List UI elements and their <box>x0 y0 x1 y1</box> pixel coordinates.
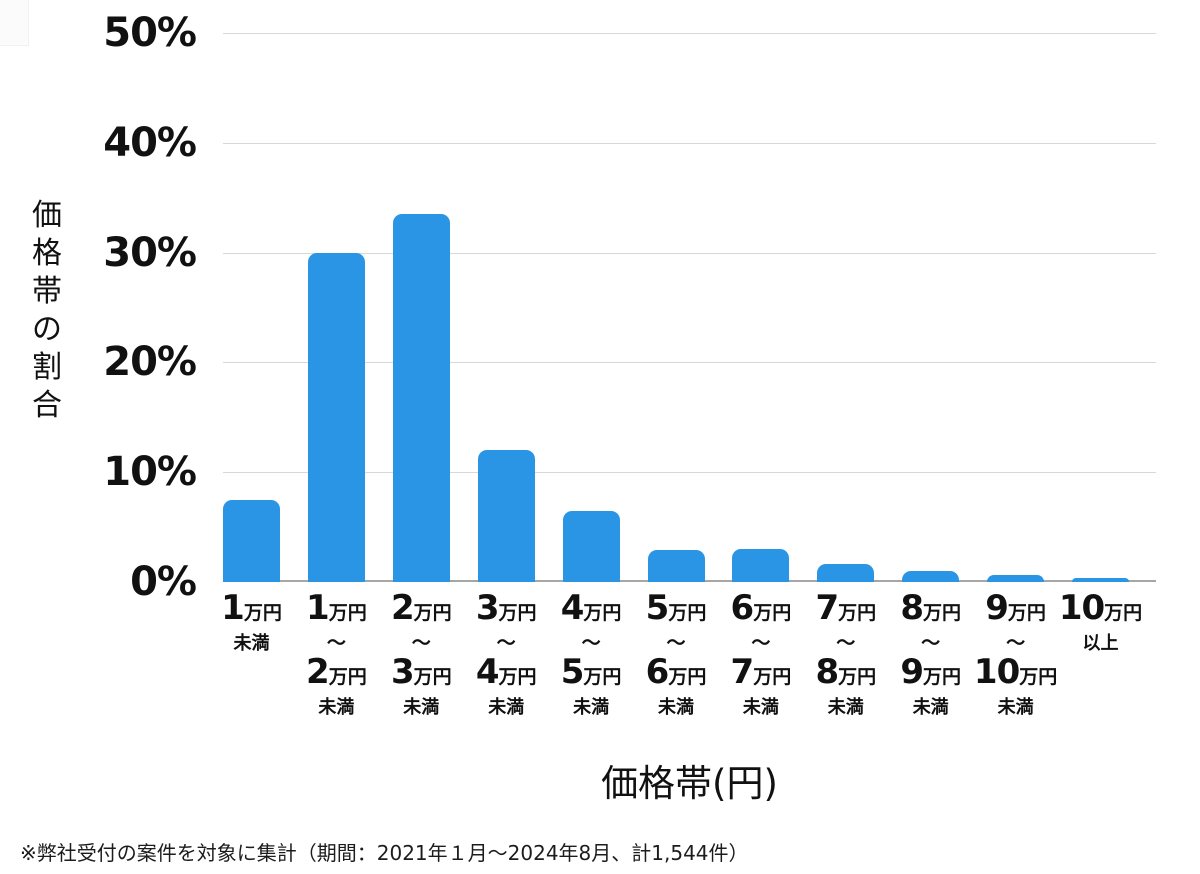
gridline-10pct <box>223 472 1156 474</box>
corner-artifact <box>0 0 29 46</box>
y-tick-label-30: 30% <box>103 229 197 276</box>
y-tick-label-50: 50% <box>103 10 197 56</box>
plot-area <box>223 33 1156 582</box>
range-connector: 〜 <box>411 632 431 654</box>
range-connector: 〜 <box>666 632 686 654</box>
y-tick-label-40: 40% <box>103 119 197 166</box>
range-connector: 〜 <box>326 632 346 654</box>
x-tick-label-11: 10万円 以上 <box>1058 588 1143 654</box>
range-connector: 〜 <box>1006 632 1026 654</box>
bar-4 <box>477 450 535 582</box>
bar-7 <box>732 549 790 582</box>
x-tick-label-5: 4万円〜 5万円 未満 <box>530 591 652 721</box>
bar-6 <box>647 550 705 582</box>
y-tick-label-20: 20% <box>103 339 197 386</box>
x-tick-label-9: 8万円〜 9万円 未満 <box>870 591 992 721</box>
y-tick-label-10: 10% <box>103 449 197 496</box>
range-connector: 〜 <box>836 632 856 654</box>
x-tick-label-3: 2万円〜 3万円 未満 <box>360 591 482 721</box>
x-tick-label-6: 5万円〜 6万円 未満 <box>615 591 737 721</box>
bar-3 <box>392 214 450 582</box>
bar-2 <box>307 252 365 582</box>
range-connector: 〜 <box>496 632 516 654</box>
x-tick-label-4: 3万円〜 4万円 未満 <box>445 591 567 721</box>
bar-1 <box>223 499 280 582</box>
bar-5 <box>562 510 620 582</box>
y-axis-title: 価格帯の割合 <box>32 198 62 423</box>
range-connector: 〜 <box>921 632 941 654</box>
x-tick-label-1: 1万円 未満 <box>221 588 282 654</box>
bar-8 <box>817 564 875 582</box>
gridline-50pct <box>223 33 1156 34</box>
y-tick-label-0: 0% <box>130 559 197 605</box>
x-tick-label-10: 9万円〜 10万円 未満 <box>955 591 1077 721</box>
x-tick-label-2: 1万円〜 2万円 未満 <box>275 591 397 721</box>
bar-10 <box>987 575 1045 582</box>
gridline-20pct <box>223 362 1156 364</box>
x-tick-label-7: 6万円〜 7万円 未満 <box>700 591 822 721</box>
range-connector: 〜 <box>751 632 771 654</box>
chart-footnote: ※弊社受付の案件を対象に集計（期間：2021年１月～2024年8月、計1,544… <box>20 841 749 865</box>
range-connector: 〜 <box>581 632 601 654</box>
gridline-30pct <box>223 252 1156 254</box>
bar-9 <box>902 571 960 582</box>
bar-11 <box>1072 577 1129 582</box>
gridline-40pct <box>223 142 1156 144</box>
x-tick-label-8: 7万円〜 8万円 未満 <box>785 591 907 721</box>
x-axis-title: 価格帯(円) <box>601 762 778 805</box>
